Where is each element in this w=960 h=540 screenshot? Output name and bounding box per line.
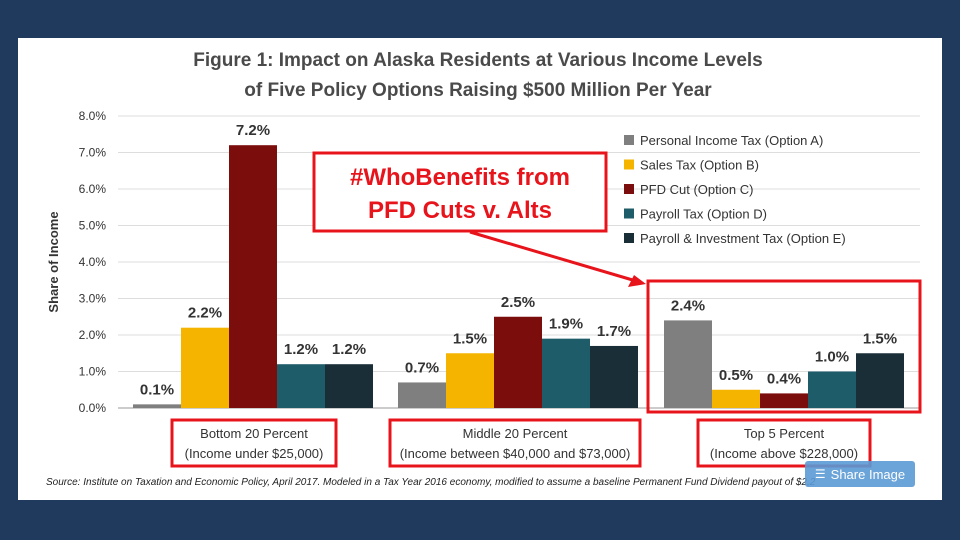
y-tick-label: 6.0% — [79, 182, 107, 196]
legend-swatch — [624, 208, 634, 219]
category-label-line1: Middle 20 Percent — [463, 426, 568, 441]
layers-icon: ☰ — [814, 467, 826, 481]
legend-entry: Payroll & Investment Tax (Option E) — [640, 231, 846, 246]
bar — [325, 364, 373, 408]
bar — [398, 382, 446, 408]
data-label: 1.5% — [453, 330, 487, 347]
bar — [181, 327, 229, 408]
data-label: 2.4% — [671, 297, 705, 314]
legend-swatch — [624, 233, 634, 243]
bar — [664, 320, 712, 408]
callout-box — [312, 151, 608, 233]
chart-title-line1: Figure 1: Impact on Alaska Residents at … — [193, 50, 763, 71]
data-label: 0.1% — [140, 381, 174, 398]
category-highlight-box — [388, 418, 642, 468]
y-tick-label: 0.0% — [79, 401, 107, 415]
share-image-label: Share Image — [830, 466, 906, 482]
data-label: 0.5% — [719, 367, 753, 384]
y-tick-label: 1.0% — [79, 365, 107, 379]
data-label: 1.2% — [284, 341, 318, 358]
data-label: 1.9% — [549, 316, 583, 333]
category-highlight-box — [696, 418, 872, 468]
data-label: 0.4% — [767, 370, 801, 387]
chart-title-line2: of Five Policy Options Raising $500 Mill… — [244, 80, 712, 101]
bar — [760, 393, 808, 408]
y-tick-label: 4.0% — [79, 255, 107, 269]
bar — [494, 316, 542, 408]
bar — [712, 389, 760, 408]
data-label: 2.5% — [501, 294, 535, 311]
bar — [590, 345, 638, 408]
bar — [133, 404, 181, 408]
callout-arrow-head — [628, 275, 646, 287]
data-labels: 0.1% 0.7% 2.4% 2.2% 1.5% 0.5% 7.2% 2.5% 0.4% 1.2%… — [140, 122, 897, 398]
source-note: Source: Institute on Taxation and Econom… — [46, 477, 816, 488]
category-label-line1: Top 5 Percent — [744, 426, 825, 441]
category-labels: Bottom 20 Percent (Income under $25,000) M… — [170, 418, 872, 468]
bar — [446, 353, 494, 408]
data-label: 7.2% — [236, 122, 270, 139]
bar — [808, 371, 856, 408]
callout-line1: #WhoBenefits from — [350, 164, 570, 191]
legend-entry: PFD Cut (Option C) — [640, 182, 753, 197]
legend-swatch — [624, 184, 634, 194]
data-label: 1.0% — [815, 349, 849, 366]
bar — [229, 145, 277, 408]
data-label: 0.7% — [405, 359, 439, 376]
data-label: 2.2% — [188, 305, 222, 322]
callout-line2: PFD Cuts v. Alts — [368, 197, 552, 224]
category-label-line2: (Income between $40,000 and $73,000) — [400, 446, 631, 461]
category-label-line1: Bottom 20 Percent — [200, 426, 308, 441]
category-label-line2: (Income under $25,000) — [185, 446, 324, 461]
category-label-line2: (Income above $228,000) — [710, 446, 858, 461]
legend-entry: Sales Tax (Option B) — [640, 158, 759, 173]
y-axis-label: Share of Income — [46, 211, 61, 312]
data-label: 1.5% — [863, 330, 897, 347]
legend-swatch — [624, 135, 634, 145]
bar — [856, 353, 904, 408]
callout-arrow-line — [469, 230, 637, 283]
y-tick-label: 2.0% — [79, 328, 107, 342]
share-image-button[interactable]: ☰ Share Image — [805, 461, 915, 487]
top5-highlight-box — [646, 279, 922, 414]
bar — [277, 364, 325, 408]
y-tick-label: 7.0% — [79, 146, 107, 160]
y-tick-labels: 0.0% 1.0% 2.0% 3.0% 4.0% 5.0% 6.0% 7.0% 8.0% — [79, 109, 107, 415]
legend-swatch — [624, 159, 634, 170]
bar — [542, 338, 590, 408]
category-highlight-box — [170, 418, 338, 468]
data-label: 1.2% — [332, 341, 366, 358]
legend: Personal Income Tax (Option A) Sales Tax … — [624, 133, 846, 246]
legend-entry: Personal Income Tax (Option A) — [640, 133, 823, 148]
legend-entry: Payroll Tax (Option D) — [640, 207, 767, 222]
data-label: 1.7% — [597, 323, 631, 340]
y-tick-label: 5.0% — [79, 219, 107, 233]
y-tick-label: 8.0% — [79, 109, 107, 123]
bars — [133, 145, 904, 408]
y-tick-label: 3.0% — [79, 292, 107, 306]
